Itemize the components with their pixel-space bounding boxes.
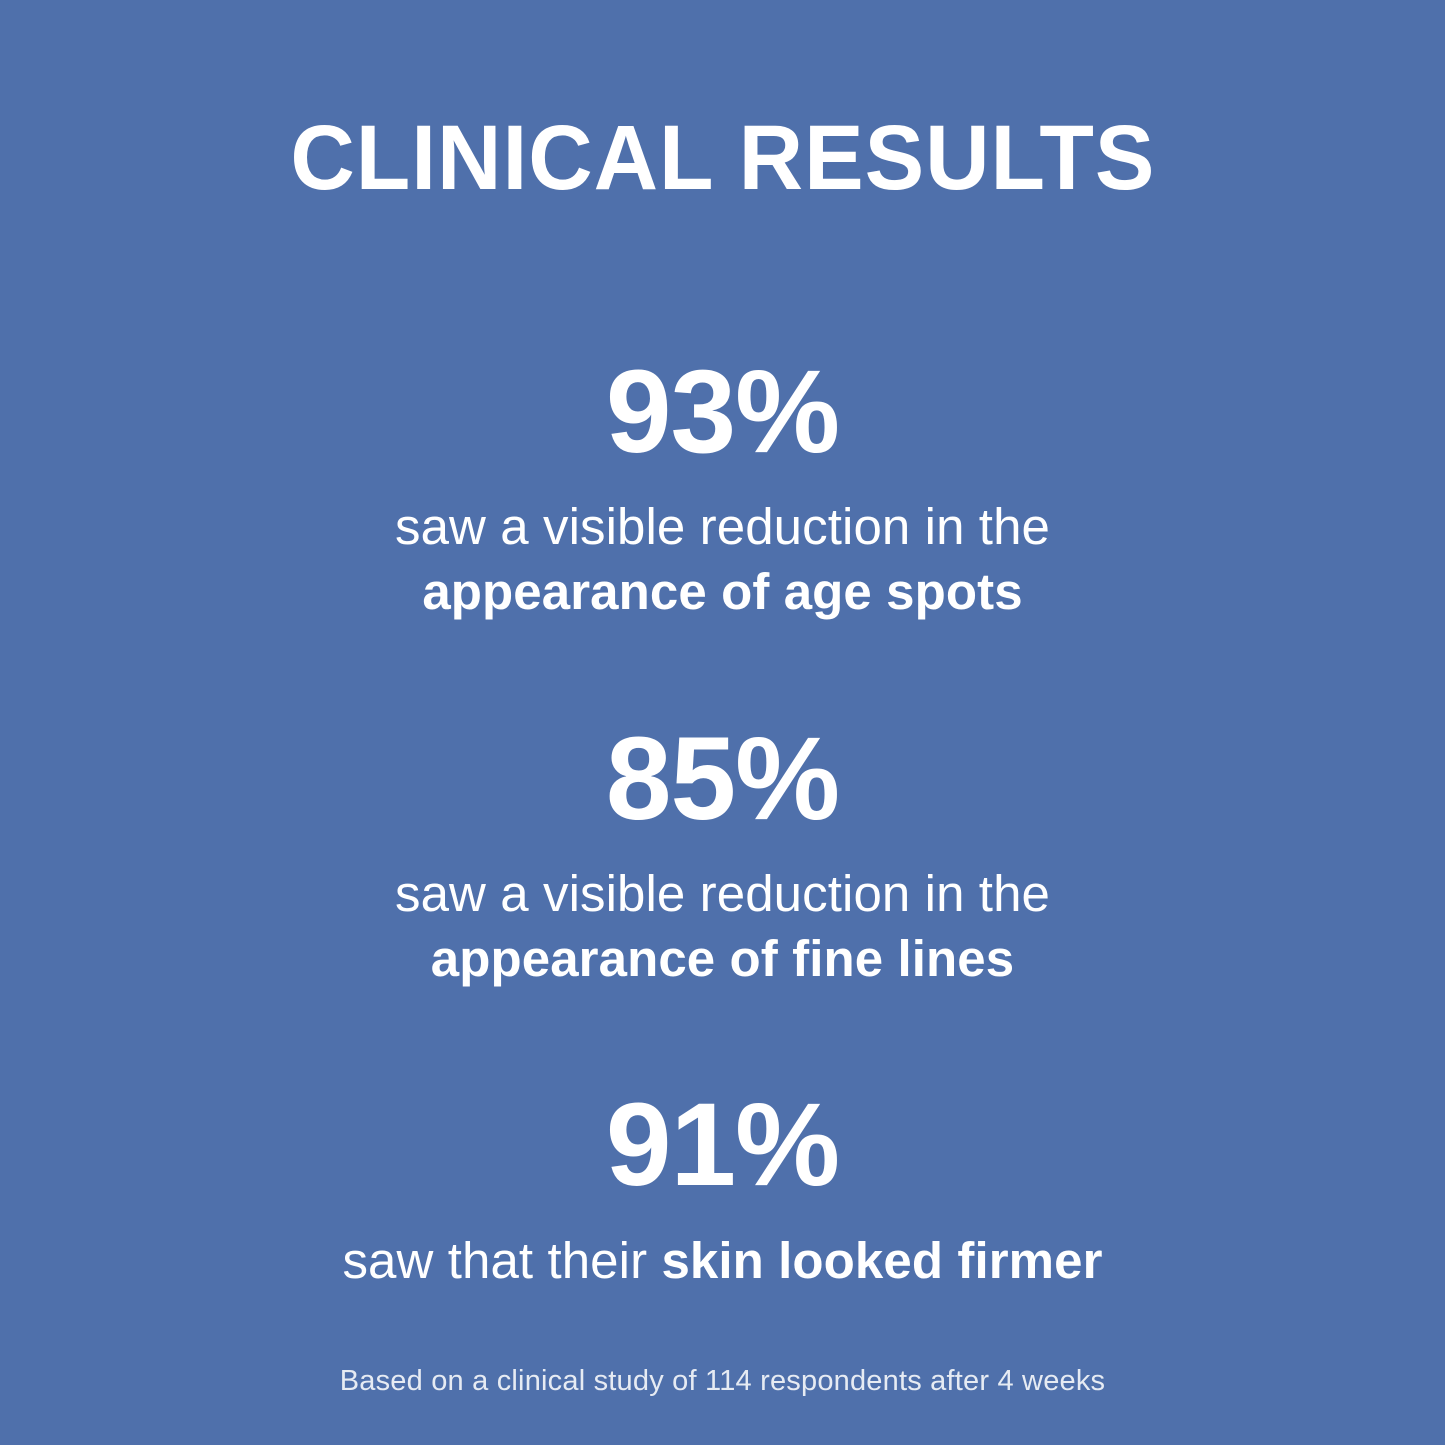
- stat-block-fine-lines: 85% saw a visible reduction in the appea…: [0, 712, 1445, 992]
- stat-description-line-bold: skin looked firmer: [661, 1231, 1103, 1289]
- stat-description-line-regular: saw a visible reduction in the: [394, 864, 1051, 922]
- stat-value: 91%: [605, 1079, 840, 1212]
- stat-block-age-spots: 93% saw a visible reduction in the appea…: [0, 345, 1445, 625]
- stat-value: 85%: [605, 712, 840, 845]
- stat-description-line-regular: saw a visible reduction in the: [394, 497, 1051, 555]
- stat-value: 93%: [605, 345, 840, 478]
- stat-description: saw that their skin looked firmer: [342, 1228, 1102, 1293]
- stat-block-skin-firmness: 91% saw that their skin looked firmer: [0, 1085, 1445, 1293]
- stat-description: saw a visible reduction in the appearanc…: [395, 861, 1050, 992]
- page-title: CLINICAL RESULTS: [290, 107, 1155, 209]
- stat-description-line-bold: appearance of age spots: [422, 563, 1023, 621]
- study-footnote: Based on a clinical study of 114 respond…: [339, 1365, 1106, 1398]
- stat-description-line-bold: appearance of fine lines: [430, 930, 1015, 988]
- stat-description-line-regular: saw that their: [342, 1231, 662, 1289]
- stats-list: 93% saw a visible reduction in the appea…: [0, 345, 1445, 1293]
- stat-description: saw a visible reduction in the appearanc…: [395, 494, 1050, 625]
